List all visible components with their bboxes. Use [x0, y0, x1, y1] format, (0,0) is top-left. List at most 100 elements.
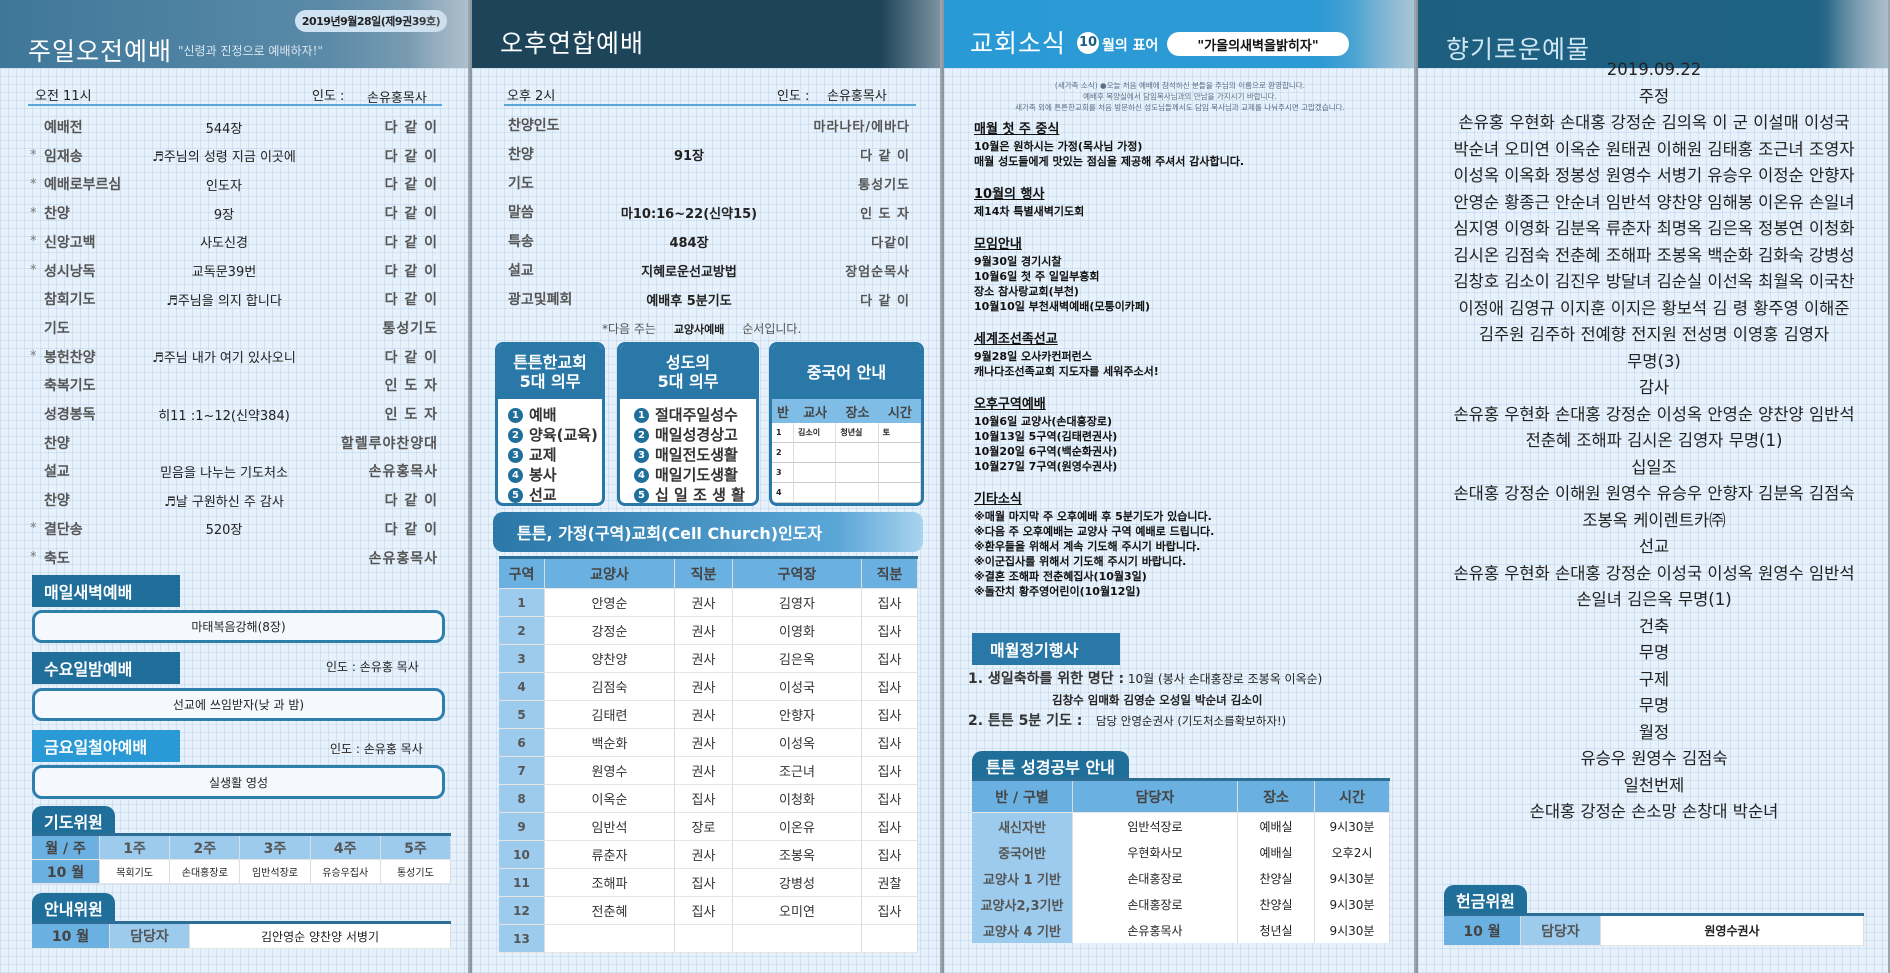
order-by: 다 같 이: [860, 148, 910, 164]
news-section: 세계조선족선교 9월28일 오사카컨퍼런스 캐나다조선족교회 지도자를 세워주소서!: [974, 332, 1244, 379]
order-content: 520장: [205, 523, 243, 539]
order-label: 찬양: [508, 147, 534, 163]
usher-names: 김안영순 양찬양 서병기: [190, 924, 451, 949]
order-label: 성시낭독: [44, 263, 96, 280]
divider: [28, 104, 442, 106]
order-label: 설교: [508, 263, 534, 279]
duty-item: 1 절대주일성수: [634, 405, 756, 425]
order-content: 예배후 5분기도: [646, 293, 732, 309]
friday-leader: 인도 : 손유홍 목사: [330, 742, 423, 756]
required-mark: *: [30, 234, 37, 250]
number-badge-icon: 4: [508, 467, 523, 483]
offering-line: 김창호 김소이 김진우 방달녀 김순실 이선옥 최월옥 이국찬: [1453, 272, 1855, 291]
table-cell: 이영화: [733, 617, 862, 645]
header-banner: 향기로운예물: [1418, 0, 1888, 68]
offering-line: 손유홍 우현화 손대홍 강정순 이성옥 안영순 양찬양 임반석: [1453, 404, 1855, 424]
cell-church-banner: 튼튼, 가정(구역)교회(Cell Church)인도자: [493, 512, 923, 552]
page-title: 주일오전예배: [28, 37, 173, 66]
news-line: 제14차 특별새벽기도회: [974, 205, 1085, 218]
birthday-item: 1. 생일축하를 위한 명단 : 10월 (봉사 손대홍장로 조봉옥 이옥순): [968, 668, 1322, 688]
tab-dawn-service: 매일새벽예배: [32, 575, 180, 607]
motto-pill: "가을의새벽을밝히자": [1167, 32, 1349, 56]
table-cell: 장로: [675, 813, 733, 841]
order-by: 다 같 이: [384, 263, 438, 280]
table-cell: 5: [499, 701, 545, 729]
offering-committee-table: 10 월 담당자 원영수권사: [1444, 913, 1864, 946]
table-cell: [836, 483, 879, 503]
news-heading: 매월 첫 주 중식: [974, 122, 1060, 137]
table-cell: 집사: [862, 645, 918, 673]
news-line: 10월13일 5구역(김태련권사): [974, 430, 1118, 443]
news-line: ※결혼 조해파 전춘혜집사(10월3일): [974, 570, 1147, 583]
duty-label: 선교: [529, 486, 557, 504]
table-cell: 9시30분: [1315, 891, 1390, 917]
welcome-line: 예배후 목양실에서 담임목사님과의 만남을 가지시기 바랍니다.: [1083, 92, 1277, 101]
panel-afternoon-service: 오후연합예배 오후 2시 인도 : 손유홍목사 찬양인도 마라나타/에바다 찬양 91…: [472, 0, 942, 973]
page-title: 오후연합예배: [500, 29, 645, 58]
offering-line: 손일녀 김은옥 무명(1): [1576, 590, 1732, 609]
news-section: 매월 첫 주 중식 10월은 원하시는 가정(목사님 가정) 매월 성도들에게 맛있…: [974, 122, 1244, 169]
offering-line: 2019.09.22: [1606, 60, 1702, 79]
order-label: 기도: [508, 176, 534, 192]
table-cell: 집사: [862, 589, 918, 617]
duty-label: 십 일 조 생 활: [655, 486, 745, 504]
bible-study-table: 반 / 구별 담당자 장소 시간 새신자반 임반석장로 예배실 9시30분 중국어반 우현화사모 예…: [972, 778, 1390, 943]
table-cell: 권사: [675, 589, 733, 617]
chinese-guide-box: 중국어 안내 반 교사 장소 시간 1 김소이 청년실 토 2 3 4: [769, 342, 924, 506]
duty-item: 1 예배: [508, 405, 602, 425]
order-label: 봉헌찬양: [44, 349, 96, 366]
birthday-label: 1. 생일축하를 위한 명단 :: [968, 671, 1125, 687]
table-cell: 13: [499, 925, 545, 953]
table-cell: 손대홍장로: [1073, 891, 1238, 917]
table-cell: 강정순: [545, 617, 675, 645]
table-cell: 새신자반: [972, 813, 1073, 839]
news-section: 오후구역예배 10월6일 교양사(손대홍장로) 10월13일 5구역(김태련권사) 1…: [974, 397, 1244, 474]
page-title: 교회소식: [970, 29, 1067, 58]
welcome-note: (새가족 소식) ●오늘 처음 예배에 참석하신 분들을 주님의 이름으로 환영…: [944, 80, 1414, 113]
order-by: 다 같 이: [384, 292, 438, 309]
order-by: 마라나타/에바다: [813, 119, 910, 135]
news-line: ※다음 주 오후예배는 교양사 구역 예배로 드립니다.: [974, 525, 1215, 538]
table-cell: 9시30분: [1315, 813, 1390, 839]
order-by: 인 도 자: [384, 407, 438, 423]
title-line: 5대 의무: [657, 372, 719, 391]
table-cell: 집사: [862, 729, 918, 757]
order-by: 통성기도: [382, 320, 438, 337]
table-cell: 6: [499, 729, 545, 757]
table-cell: 10 월: [32, 860, 100, 884]
table-cell: 김소이: [794, 423, 837, 443]
chinese-guide-title: 중국어 안내: [772, 345, 921, 399]
table-cell: 중국어반: [972, 839, 1073, 865]
divider: [504, 104, 916, 106]
table-cell: 이성국: [733, 673, 862, 701]
table-cell: 2: [772, 443, 794, 463]
order-row: 말씀 마10:16~22(신약15) 인 도 자: [508, 199, 910, 225]
title-line: 성도의: [665, 353, 711, 372]
duty-item: 2 매일성경상고: [634, 425, 756, 445]
order-row: 광고및폐회 예배후 5분기도 다 같 이: [508, 286, 910, 312]
order-label: 예배로부르심: [44, 177, 122, 194]
table-cell: 이온유: [733, 813, 862, 841]
table-header: 5주: [380, 836, 451, 860]
table-cell: 집사: [675, 869, 733, 897]
order-by: 다 같 이: [384, 493, 438, 510]
motto: "신령과 진정으로 예배하자!": [178, 44, 323, 58]
number-badge-icon: 5: [634, 487, 649, 503]
order-row: 설교 믿음을 나누는 기도처소 손유홍목사: [30, 458, 438, 484]
offering-line: 심지영 이영화 김분옥 류춘자 최명옥 김은옥 정봉연 이청화: [1453, 219, 1855, 238]
duty-label: 매일기도생활: [655, 466, 738, 484]
order-content: ♬주님 내가 여기 있사오니: [152, 351, 296, 367]
saint-duties-title: 성도의 5대 의무: [620, 345, 756, 399]
order-row: 축복기도 인 도 자: [30, 372, 438, 398]
order-row: * 예배로부르심 인도자 다 같 이: [30, 171, 438, 197]
offering-line: 이정애 김영규 이지훈 이지은 황보석 김 령 황주영 이해준: [1458, 298, 1850, 318]
table-header: 3주: [240, 836, 311, 860]
duty-item: 5 십 일 조 생 활: [634, 485, 756, 504]
service-time: 오전 11시: [35, 89, 92, 104]
duty-item: 3 매일전도생활: [634, 445, 756, 465]
offering-line: 손유홍 우현화 손대홍 강정순 김의옥 이 군 이설매 이성국: [1458, 113, 1850, 132]
table-cell: 1: [772, 423, 794, 443]
order-label: 축도: [44, 550, 70, 567]
table-cell: [794, 463, 837, 483]
tab-usher-committee: 안내위원: [32, 893, 115, 923]
